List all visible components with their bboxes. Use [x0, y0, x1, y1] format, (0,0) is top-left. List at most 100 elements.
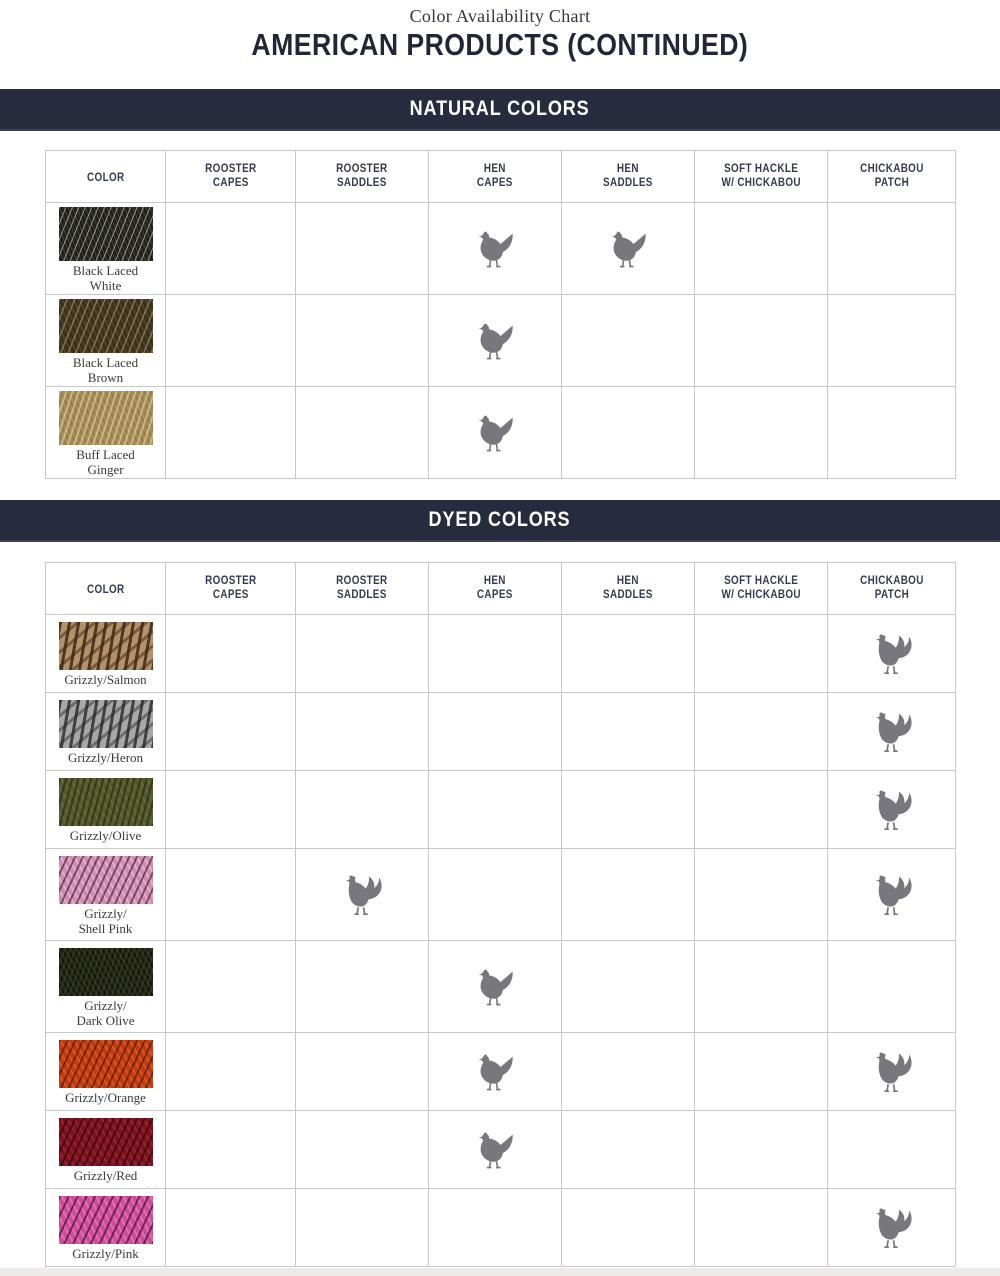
availability-cell-soft_hackle_w_chickabou [694, 202, 828, 295]
color-name-line: Grizzly/Olive [69, 828, 142, 844]
availability-cell-soft_hackle_w_chickabou [694, 692, 828, 771]
column-header-hen_saddles: HEN SADDLES [561, 150, 695, 203]
availability-cell-rooster_saddles [295, 1032, 429, 1111]
page-footer-strip [0, 1268, 1000, 1276]
table-row: Black Laced Brown [45, 294, 956, 387]
availability-cell-chickabou_patch [827, 848, 956, 941]
color-cell: Grizzly/Shell Pink [45, 848, 166, 941]
section-heading-band-dyed: DYED COLORS [0, 500, 1000, 542]
column-header-line: COLOR [86, 171, 125, 184]
hen-icon [478, 1132, 513, 1168]
table-row: Grizzly/Dark Olive [45, 940, 956, 1033]
color-swatch-grizzly-salmon [58, 622, 153, 671]
availability-cell-rooster_saddles [295, 1110, 429, 1189]
availability-cell-hen_saddles [561, 386, 695, 479]
color-name: Buff Laced Ginger [46, 448, 165, 477]
column-header-hen_capes: HEN CAPES [428, 150, 562, 203]
availability-cell-rooster_saddles [295, 848, 429, 941]
color-name: Black Laced White [46, 264, 165, 293]
column-header-text: CHICKABOU PATCH [860, 574, 924, 604]
column-header-line: SADDLES [603, 177, 653, 190]
table-row: Grizzly/Orange [45, 1032, 956, 1111]
section-heading: NATURAL COLORS [410, 97, 590, 120]
color-name: Grizzly/Orange [46, 1091, 165, 1106]
availability-cell-rooster_capes [165, 770, 296, 849]
table-row: Grizzly/Red [45, 1110, 956, 1189]
color-name-line: Ginger [87, 462, 124, 477]
color-name: Grizzly/Pink [46, 1247, 165, 1262]
color-name-line: Grizzly/ [84, 905, 127, 921]
column-header-rooster_capes: ROOSTER CAPES [165, 150, 296, 203]
availability-cell-rooster_saddles [295, 770, 429, 849]
table-row: Buff Laced Ginger [45, 386, 956, 479]
availability-cell-rooster_capes [165, 614, 296, 693]
color-name-line: Grizzly/Salmon [64, 672, 147, 688]
availability-cell-rooster_capes [165, 294, 296, 387]
section-heading-band-natural: NATURAL COLORS [0, 89, 1000, 131]
color-name-line: Brown [87, 370, 124, 385]
availability-cell-chickabou_patch [827, 294, 956, 387]
column-header-line: W/ CHICKABOU [721, 177, 801, 190]
page-subtitle-text: AMERICAN PRODUCTS (CONTINUED) [251, 27, 749, 62]
hen-icon [478, 1054, 513, 1090]
table-row: Grizzly/Olive [45, 770, 956, 849]
color-swatch-grizzly-dark-olive [58, 947, 153, 996]
table-row: Grizzly/Salmon [45, 614, 956, 693]
column-header-row: COLOR ROOSTER CAPES ROOSTER SADDLES HEN CAPES H… [45, 150, 956, 203]
availability-cell-hen_saddles [561, 940, 695, 1033]
column-header-rooster_saddles: ROOSTER SADDLES [295, 150, 429, 203]
availability-cell-chickabou_patch [827, 386, 956, 479]
color-name-line: Black Laced [72, 355, 139, 371]
column-header-line: CHICKABOU [859, 162, 924, 175]
rooster-icon [345, 875, 382, 915]
color-cell: Grizzly/Orange [45, 1032, 166, 1111]
availability-cell-rooster_capes [165, 692, 296, 771]
availability-cell-hen_saddles [561, 692, 695, 771]
column-header-text: CHICKABOU PATCH [860, 162, 924, 192]
table-row: Black Laced White [45, 202, 956, 295]
availability-cell-hen_capes [428, 848, 562, 941]
availability-cell-rooster_saddles [295, 614, 429, 693]
hen-icon [611, 231, 646, 267]
color-name: Grizzly/Dark Olive [46, 998, 165, 1028]
availability-cell-chickabou_patch [827, 692, 956, 771]
column-header-line: ROOSTER [204, 162, 257, 175]
column-header-line: SOFT HACKLE [723, 162, 799, 175]
availability-cell-soft_hackle_w_chickabou [694, 940, 828, 1033]
color-swatch-grizzly-red [58, 1118, 153, 1167]
column-header-line: HEN [484, 574, 506, 587]
availability-cell-soft_hackle_w_chickabou [694, 1032, 828, 1111]
column-header-line: COLOR [86, 583, 125, 596]
color-name: Grizzly/Heron [46, 751, 165, 766]
availability-cell-rooster_capes [165, 1188, 296, 1267]
column-header-color: COLOR [45, 150, 166, 203]
page-subtitle: AMERICAN PRODUCTS (CONTINUED) [0, 28, 1000, 68]
color-cell: Grizzly/Red [45, 1110, 166, 1189]
color-name: Black Laced Brown [46, 356, 165, 385]
column-header-line: CAPES [212, 177, 249, 190]
color-swatch-buff-laced-ginger [58, 391, 153, 446]
availability-cell-soft_hackle_w_chickabou [694, 848, 828, 941]
column-header-line: CAPES [212, 589, 249, 602]
availability-cell-rooster_capes [165, 202, 296, 295]
column-header-text: ROOSTER CAPES [205, 574, 256, 604]
page: Color Availability Chart AMERICAN PRODUC… [0, 6, 1000, 1276]
availability-cell-hen_capes [428, 294, 562, 387]
column-header-line: PATCH [874, 177, 909, 190]
color-name-line: Dark Olive [76, 1012, 135, 1028]
column-header-line: HEN [617, 574, 639, 587]
column-header-hen_saddles: HEN SADDLES [561, 562, 695, 615]
column-header-text: ROOSTER SADDLES [336, 162, 387, 192]
color-name-line: Grizzly/Orange [65, 1090, 146, 1106]
column-header-text: HEN SADDLES [603, 162, 653, 192]
availability-cell-hen_capes [428, 202, 562, 295]
color-swatch-black-laced-white [58, 207, 153, 262]
availability-cell-hen_capes [428, 692, 562, 771]
availability-cell-hen_capes [428, 614, 562, 693]
color-swatch-grizzly-heron [58, 700, 153, 749]
column-header-text: HEN CAPES [477, 162, 513, 192]
availability-cell-hen_capes [428, 386, 562, 479]
color-name: Grizzly/Salmon [46, 673, 165, 688]
rooster-icon [875, 1208, 912, 1248]
color-swatch-grizzly-pink [58, 1196, 153, 1245]
